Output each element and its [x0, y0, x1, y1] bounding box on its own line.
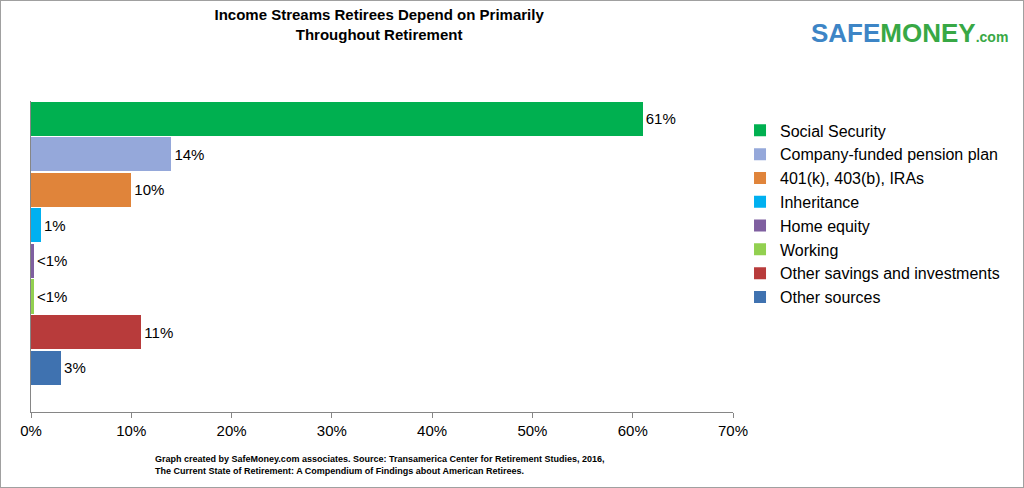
svg-text:61%: 61%: [646, 110, 676, 127]
svg-text:Working: Working: [780, 242, 838, 259]
svg-text:Income Streams Retirees Depend: Income Streams Retirees Depend on Primar…: [214, 6, 544, 43]
svg-text:20%: 20%: [217, 422, 247, 439]
svg-text:10%: 10%: [116, 422, 146, 439]
svg-text:40%: 40%: [417, 422, 447, 439]
svg-text:14%: 14%: [174, 146, 204, 163]
svg-text:70%: 70%: [718, 422, 748, 439]
svg-text:<1%: <1%: [37, 288, 67, 305]
svg-text:401(k), 403(b), IRAs: 401(k), 403(b), IRAs: [780, 170, 924, 187]
svg-text:50%: 50%: [517, 422, 547, 439]
svg-text:Other sources: Other sources: [780, 289, 880, 306]
svg-text:60%: 60%: [618, 422, 648, 439]
svg-text:1%: 1%: [44, 217, 66, 234]
svg-text:Company-funded pension plan: Company-funded pension plan: [780, 146, 998, 163]
svg-text:Graph created by SafeMoney.com: Graph created by SafeMoney.com associate…: [155, 454, 605, 476]
svg-text:Home equity: Home equity: [780, 218, 870, 235]
svg-text:10%: 10%: [134, 181, 164, 198]
svg-text:SAFEMONEY.com: SAFEMONEY.com: [811, 18, 1008, 48]
svg-text:Inheritance: Inheritance: [780, 194, 859, 211]
svg-text:<1%: <1%: [37, 252, 67, 269]
svg-text:0%: 0%: [20, 422, 42, 439]
svg-text:3%: 3%: [64, 359, 86, 376]
svg-text:11%: 11%: [144, 324, 173, 341]
svg-text:30%: 30%: [317, 422, 347, 439]
svg-text:Other savings and investments: Other savings and investments: [780, 265, 1000, 282]
svg-text:Social Security: Social Security: [780, 123, 886, 140]
